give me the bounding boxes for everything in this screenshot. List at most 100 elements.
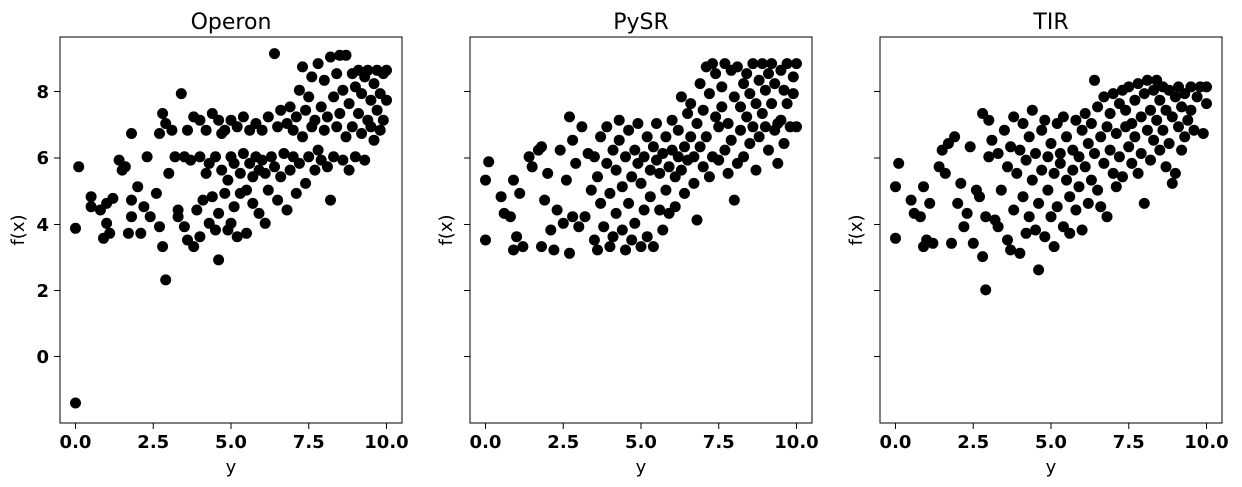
scatter-point xyxy=(381,94,392,106)
scatter-point xyxy=(1101,121,1113,133)
scatter-point xyxy=(980,284,992,296)
scatter-point xyxy=(259,217,271,229)
scatter-point xyxy=(331,121,343,133)
scatter-point xyxy=(365,121,377,133)
scatter-point xyxy=(927,237,939,249)
scatter-point xyxy=(703,88,715,100)
scatter-point xyxy=(747,58,759,70)
x-axis: 0.0 2.5 5.0 7.5 10.0 y xyxy=(880,423,1229,478)
scatter-point xyxy=(682,108,694,119)
scatter-point xyxy=(132,181,144,193)
scatter-point xyxy=(328,151,340,163)
x-axis: 0.0 2.5 5.0 7.5 10.0 y xyxy=(470,423,819,478)
scatter-point xyxy=(610,207,622,219)
scatter-point xyxy=(570,157,582,169)
scatter-point xyxy=(1076,224,1088,236)
scatter-point xyxy=(620,151,631,163)
scatter-point xyxy=(306,71,318,83)
scatter-point xyxy=(508,244,519,256)
scatter-point xyxy=(1169,91,1181,103)
x-tick-label: 0.0 xyxy=(60,432,92,453)
scatter-point xyxy=(1104,144,1116,156)
scatter-point xyxy=(1163,138,1175,149)
scatter-point xyxy=(1048,167,1060,179)
scatter-point xyxy=(1061,131,1072,143)
scatter-point xyxy=(974,191,985,203)
scatter-point xyxy=(604,187,616,199)
scatter-point xyxy=(741,68,753,80)
scatter-point xyxy=(321,161,333,173)
scatter-point xyxy=(791,58,802,70)
scatter-point xyxy=(1073,151,1085,163)
scatter-point xyxy=(756,58,768,70)
scatter-point xyxy=(1008,111,1020,123)
scatter-point xyxy=(977,251,989,263)
scatter-point xyxy=(1154,94,1166,106)
scatter-point xyxy=(178,221,190,233)
scatter-point xyxy=(694,141,706,153)
scatter-point xyxy=(781,98,793,110)
scatter-point xyxy=(154,221,165,233)
scatter-point xyxy=(644,164,656,176)
scatter-point xyxy=(247,197,259,209)
scatter-point xyxy=(536,141,547,153)
scatter-point xyxy=(1201,81,1212,93)
scatter-point xyxy=(710,68,722,80)
scatter-point xyxy=(374,124,386,136)
scatter-point xyxy=(623,124,635,136)
scatter-point xyxy=(269,161,280,173)
scatter-point xyxy=(744,88,756,100)
scatter-point xyxy=(744,138,756,149)
scatter-point xyxy=(1054,148,1066,159)
scatter-point xyxy=(210,224,221,236)
scatter-point xyxy=(1148,84,1160,96)
scatter-point xyxy=(542,167,554,179)
scatter-point xyxy=(1067,164,1079,176)
scatter-point xyxy=(604,241,616,253)
scatter-point xyxy=(1182,114,1194,126)
scatter-point xyxy=(107,192,119,204)
scatter-point xyxy=(256,124,268,136)
scatter-point xyxy=(1023,131,1035,143)
y-axis-label: f(x) xyxy=(846,214,867,245)
scatter-point xyxy=(1042,184,1054,196)
scatter-point xyxy=(781,58,793,70)
x-tick-label: 7.5 xyxy=(293,432,325,453)
scatter-points xyxy=(70,48,392,409)
scatter-point xyxy=(998,124,1010,136)
scatter-point xyxy=(1076,124,1088,136)
y-tick-label: 6 xyxy=(36,148,49,169)
scatter-point xyxy=(1101,211,1113,223)
scatter-point xyxy=(1092,101,1104,113)
scatter-point xyxy=(753,74,765,86)
scatter-point xyxy=(775,114,787,126)
scatter-point xyxy=(483,156,495,168)
scatter-point xyxy=(918,181,929,193)
scatter-point xyxy=(666,114,678,126)
chart-title: PySR xyxy=(613,10,669,35)
x-axis-label: y xyxy=(226,457,237,478)
scatter-point xyxy=(1020,154,1032,166)
scatter-point xyxy=(182,124,193,136)
scatter-point xyxy=(629,144,641,156)
scatter-point xyxy=(1045,211,1057,223)
scatter-point xyxy=(588,151,600,163)
scatter-point xyxy=(278,148,290,159)
scatter-point xyxy=(607,231,619,243)
scatter-point xyxy=(1138,197,1150,209)
scatter-point xyxy=(135,227,147,239)
scatter-point xyxy=(725,134,737,146)
scatter-point xyxy=(1020,227,1032,239)
scatter-point xyxy=(526,161,538,173)
scatter-point xyxy=(735,101,746,113)
scatter-point xyxy=(175,88,187,100)
scatter-point xyxy=(654,204,666,216)
scatter-point xyxy=(710,111,722,123)
scatter-point xyxy=(356,88,368,100)
scatter-point xyxy=(1051,201,1063,213)
scatter-point xyxy=(697,104,709,116)
scatter-point xyxy=(557,217,569,229)
scatter-point xyxy=(1061,174,1072,186)
scatter-point xyxy=(1095,131,1107,143)
scatter-point xyxy=(1132,167,1144,179)
